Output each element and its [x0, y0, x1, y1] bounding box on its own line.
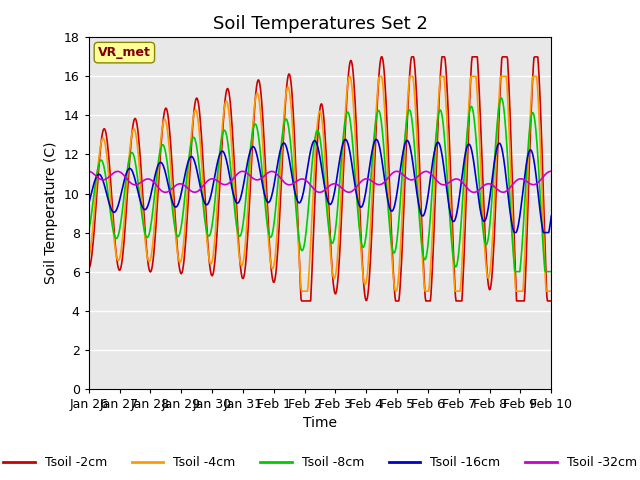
Tsoil -16cm [511, 230, 518, 236]
Tsoil -32cm [239, 168, 246, 174]
Tsoil -4cm [85, 255, 93, 261]
Tsoil -8cm [93, 169, 101, 175]
Tsoil -4cm [377, 73, 385, 79]
Tsoil -16cm [212, 167, 220, 172]
Tsoil -8cm [188, 138, 195, 144]
Tsoil -8cm [389, 249, 397, 254]
Tsoil -16cm [93, 173, 101, 179]
Line: Tsoil -8cm: Tsoil -8cm [89, 98, 551, 272]
Tsoil -8cm [376, 109, 383, 115]
Y-axis label: Soil Temperature (C): Soil Temperature (C) [44, 142, 58, 284]
Line: Tsoil -2cm: Tsoil -2cm [89, 57, 551, 301]
Tsoil -4cm [390, 283, 398, 289]
Tsoil -32cm [141, 177, 148, 183]
Tsoil -4cm [346, 73, 353, 79]
Title: Soil Temperatures Set 2: Soil Temperatures Set 2 [212, 15, 428, 33]
Tsoil -2cm [93, 188, 101, 194]
Tsoil -16cm [547, 213, 555, 219]
Tsoil -32cm [212, 177, 220, 183]
Tsoil -8cm [212, 186, 220, 192]
Tsoil -32cm [377, 181, 385, 187]
Tsoil -32cm [93, 174, 101, 180]
Tsoil -4cm [547, 288, 555, 294]
Tsoil -8cm [547, 269, 555, 275]
X-axis label: Time: Time [303, 416, 337, 431]
Tsoil -2cm [85, 265, 93, 271]
Tsoil -2cm [298, 298, 305, 304]
Tsoil -32cm [547, 168, 555, 174]
Tsoil -2cm [547, 298, 555, 304]
Tsoil -2cm [376, 60, 384, 65]
Line: Tsoil -16cm: Tsoil -16cm [89, 139, 551, 233]
Line: Tsoil -4cm: Tsoil -4cm [89, 76, 551, 291]
Tsoil -32cm [390, 169, 398, 175]
Tsoil -16cm [372, 136, 380, 142]
Tsoil -16cm [376, 147, 384, 153]
Tsoil -2cm [188, 138, 195, 144]
Tsoil -4cm [141, 232, 148, 238]
Tsoil -2cm [378, 54, 385, 60]
Tsoil -4cm [212, 219, 220, 225]
Tsoil -8cm [511, 269, 519, 275]
Tsoil -16cm [141, 207, 148, 213]
Line: Tsoil -32cm: Tsoil -32cm [89, 171, 551, 192]
Tsoil -4cm [298, 288, 305, 294]
Legend: Tsoil -2cm, Tsoil -4cm, Tsoil -8cm, Tsoil -16cm, Tsoil -32cm: Tsoil -2cm, Tsoil -4cm, Tsoil -8cm, Tsoi… [0, 451, 640, 474]
Text: VR_met: VR_met [98, 46, 151, 59]
Tsoil -32cm [188, 189, 195, 194]
Tsoil -32cm [316, 190, 323, 195]
Tsoil -16cm [85, 201, 93, 207]
Tsoil -2cm [390, 286, 398, 291]
Tsoil -16cm [188, 154, 195, 159]
Tsoil -32cm [85, 168, 93, 174]
Tsoil -8cm [497, 95, 505, 101]
Tsoil -4cm [93, 175, 101, 180]
Tsoil -16cm [390, 206, 397, 212]
Tsoil -4cm [188, 130, 195, 135]
Tsoil -2cm [212, 244, 220, 250]
Tsoil -8cm [141, 229, 148, 235]
Tsoil -8cm [85, 228, 93, 234]
Tsoil -2cm [141, 222, 148, 228]
